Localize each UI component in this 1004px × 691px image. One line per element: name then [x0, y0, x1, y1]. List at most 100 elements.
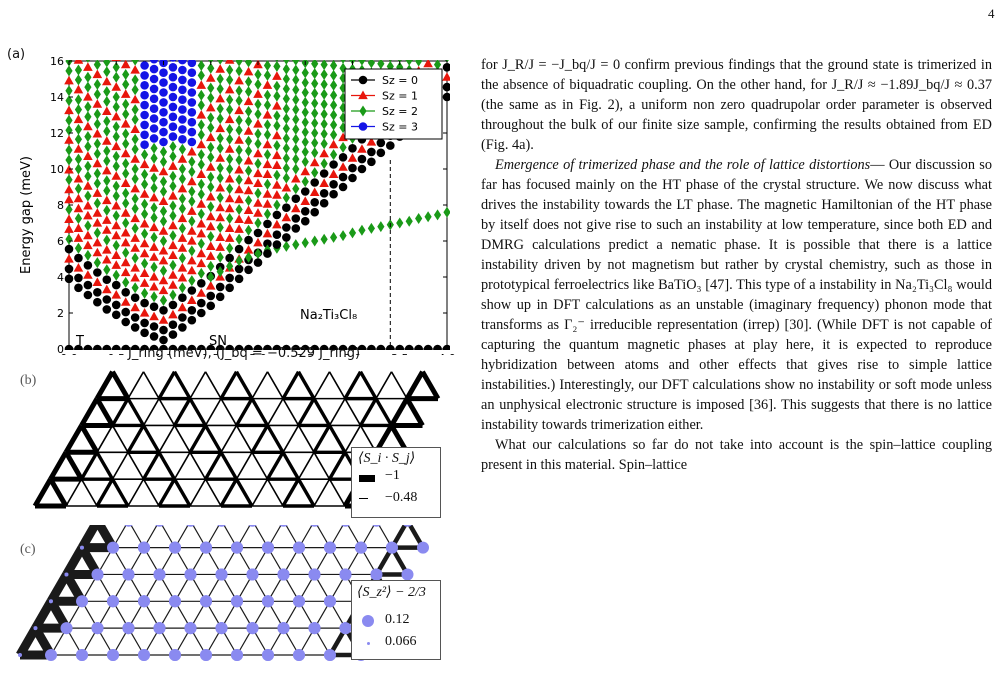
sz2-point: [207, 181, 215, 193]
sz2-point: [93, 177, 101, 189]
sz1-point: [262, 80, 273, 89]
sz1-point: [64, 214, 74, 223]
lowest-gap-point: [319, 198, 329, 208]
sz1-point: [196, 248, 207, 258]
bond: [220, 398, 238, 426]
sn-branch-point: [311, 235, 319, 247]
sz1-point: [64, 75, 74, 85]
sz2-point: [197, 267, 205, 279]
ground-state-point: [244, 344, 253, 350]
sz1-point: [168, 161, 178, 170]
sz2-point: [207, 141, 215, 153]
sz2-point: [178, 203, 186, 215]
sz1-point: [253, 237, 263, 247]
sz1-point: [83, 62, 93, 71]
bond: [250, 397, 269, 427]
sz2-point: [197, 159, 205, 170]
sn-branch-point: [348, 227, 357, 239]
bond: [219, 478, 238, 507]
sz1-point: [243, 126, 254, 135]
sz1-point: [158, 285, 169, 295]
bond: [189, 371, 207, 400]
sz0-point: [130, 313, 140, 322]
sz2-point: [112, 121, 120, 133]
sz1-point: [262, 139, 273, 149]
sz2-point: [244, 165, 253, 177]
sz2-point: [84, 170, 92, 182]
sz2-point: [282, 132, 290, 144]
sz3-point: [178, 115, 187, 124]
bond: [328, 398, 346, 426]
ground-state-point: [329, 344, 338, 350]
sz0-point: [319, 189, 329, 198]
sz2-point: [103, 185, 111, 197]
sz1-point: [73, 263, 84, 272]
sz2-point: [320, 158, 328, 170]
bond: [126, 424, 145, 454]
sz2-point: [84, 220, 92, 232]
bond: [251, 371, 269, 400]
sz0-point: [178, 293, 187, 302]
bond: [173, 478, 192, 507]
ground-state-point: [197, 344, 206, 350]
sz3-point: [168, 122, 178, 131]
sz2-point: [226, 74, 234, 86]
panel-a-label: (a): [7, 47, 26, 62]
sz2-point: [339, 72, 347, 84]
strong-bond: [420, 370, 441, 400]
sz1-point: [139, 308, 150, 317]
quadrupole-dot: [370, 568, 383, 581]
sz1-point: [102, 225, 112, 234]
sz2-point: [188, 275, 196, 287]
sz2-point: [103, 155, 111, 167]
lowest-gap-point: [130, 323, 140, 332]
bond: [235, 370, 254, 400]
sz1-point: [187, 146, 197, 156]
sz2-point: [254, 128, 262, 140]
sz1-point: [168, 240, 178, 250]
sz2-point: [169, 289, 177, 301]
sz2-point: [257, 60, 259, 61]
sz2-point: [282, 172, 290, 184]
sz2-point: [216, 162, 224, 174]
y-tick-label: 8: [57, 199, 64, 212]
ground-state-point: [367, 344, 376, 350]
sz2-point: [84, 160, 92, 172]
sz2-point: [254, 187, 262, 199]
sz1-point: [64, 105, 74, 115]
legend-label: Sz = 0: [382, 74, 418, 87]
sz1-point: [102, 245, 112, 254]
sz2-point: [178, 222, 186, 234]
sz2-point: [141, 258, 149, 269]
sz2-point: [150, 261, 158, 273]
quadrupole-dot: [308, 622, 321, 635]
sz2-point: [332, 60, 335, 62]
lowest-gap-point: [102, 305, 112, 314]
sz1-point: [215, 64, 225, 73]
sz1-point: [158, 166, 169, 176]
x-tick-label: 0.5: [108, 352, 126, 355]
sz2-point: [216, 83, 224, 95]
sz1-point: [92, 128, 103, 138]
sz2-point: [311, 68, 319, 80]
bond: [297, 425, 315, 453]
sz2-point: [159, 205, 168, 217]
sz3-point: [178, 95, 187, 104]
sz0-point: [140, 318, 149, 328]
sz2-point: [216, 222, 224, 233]
sz1-point: [130, 183, 140, 193]
sz2-point: [244, 86, 253, 98]
bond: [142, 424, 161, 454]
sz0-point: [348, 144, 357, 153]
bond: [96, 425, 114, 453]
legend-marker: [358, 122, 368, 131]
sz0-point: [197, 279, 206, 288]
sz1-point: [366, 137, 377, 146]
bond: [297, 478, 316, 507]
sz2-point: [216, 172, 224, 184]
ground-state-point: [178, 344, 187, 350]
lowest-gap-point: [282, 233, 291, 242]
quadrupole-dot: [80, 545, 84, 550]
sz1-point: [205, 73, 216, 82]
sn-branch-point: [433, 209, 442, 221]
